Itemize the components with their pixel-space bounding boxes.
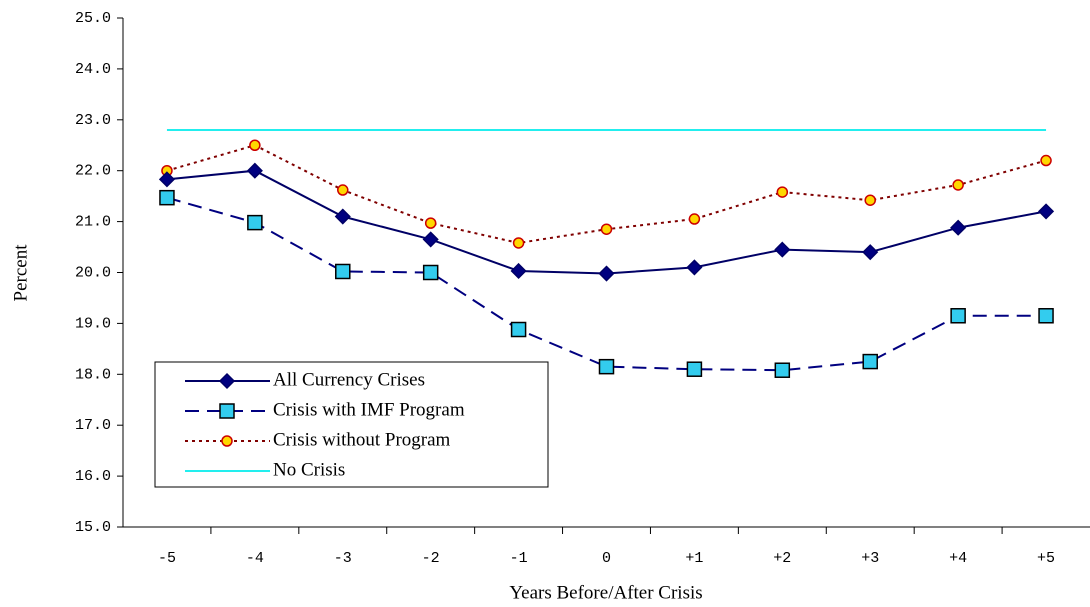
data-point <box>247 214 263 231</box>
data-point <box>337 184 349 196</box>
x-tick-label: +1 <box>685 550 703 567</box>
legend-box <box>154 361 549 488</box>
x-tick-label: -2 <box>422 550 440 567</box>
y-tick-label: 19.0 <box>75 315 111 332</box>
data-point <box>688 213 701 225</box>
x-tick-label: +4 <box>949 550 967 567</box>
y-axis-label: Percent <box>10 244 31 302</box>
legend-label: All Currency Crises <box>273 369 425 390</box>
data-point <box>774 241 791 258</box>
x-tick-label: -5 <box>158 550 176 567</box>
legend-label: Crisis with IMF Program <box>273 399 465 420</box>
data-point <box>246 162 263 179</box>
data-point <box>335 263 351 280</box>
x-axis-label: Years Before/After Crisis <box>509 582 702 603</box>
y-tick-label: 17.0 <box>75 417 111 434</box>
series-line <box>166 196 1047 372</box>
data-point <box>686 259 703 276</box>
data-point <box>1040 154 1052 167</box>
data-point <box>158 171 176 188</box>
legend-marker <box>219 403 235 419</box>
data-point <box>334 208 351 225</box>
x-tick-label: -3 <box>334 550 352 567</box>
data-point <box>510 262 527 280</box>
data-point <box>950 308 966 324</box>
y-tick-label: 24.0 <box>75 61 111 78</box>
legend-marker <box>218 372 236 390</box>
data-point <box>424 217 437 229</box>
legend-label: Crisis without Program <box>273 429 451 450</box>
data-point <box>774 362 791 378</box>
data-point <box>862 353 878 370</box>
data-point <box>598 358 615 375</box>
data-point <box>862 244 879 261</box>
data-point <box>510 321 527 338</box>
data-point <box>422 264 439 281</box>
data-point <box>159 189 175 206</box>
legend-marker <box>221 435 233 447</box>
data-point <box>600 223 613 235</box>
legend-label: No Crisis <box>273 459 345 480</box>
y-tick-label: 20.0 <box>75 264 111 281</box>
x-tick-label: +2 <box>773 550 791 567</box>
y-tick-label: 22.0 <box>75 163 111 180</box>
data-point <box>249 139 261 151</box>
y-tick-label: 15.0 <box>75 519 111 536</box>
data-point <box>776 186 789 198</box>
data-point <box>1038 308 1054 324</box>
data-point <box>512 237 525 249</box>
data-point <box>864 194 876 206</box>
data-point <box>952 179 964 191</box>
data-point <box>950 219 967 236</box>
x-tick-label: +5 <box>1037 550 1055 567</box>
x-tick-label: -1 <box>510 550 528 567</box>
data-point <box>686 361 703 377</box>
y-tick-label: 23.0 <box>75 112 111 129</box>
x-tick-label: 0 <box>602 550 611 567</box>
x-tick-label: +3 <box>861 550 879 567</box>
data-point <box>598 265 615 282</box>
y-tick-label: 25.0 <box>75 10 111 27</box>
data-point <box>422 231 439 248</box>
series-line <box>166 169 1047 275</box>
y-tick-label: 21.0 <box>75 214 111 231</box>
x-tick-label: -4 <box>246 550 264 567</box>
data-point <box>1037 203 1055 220</box>
y-tick-label: 18.0 <box>75 366 111 383</box>
y-tick-label: 16.0 <box>75 468 111 485</box>
